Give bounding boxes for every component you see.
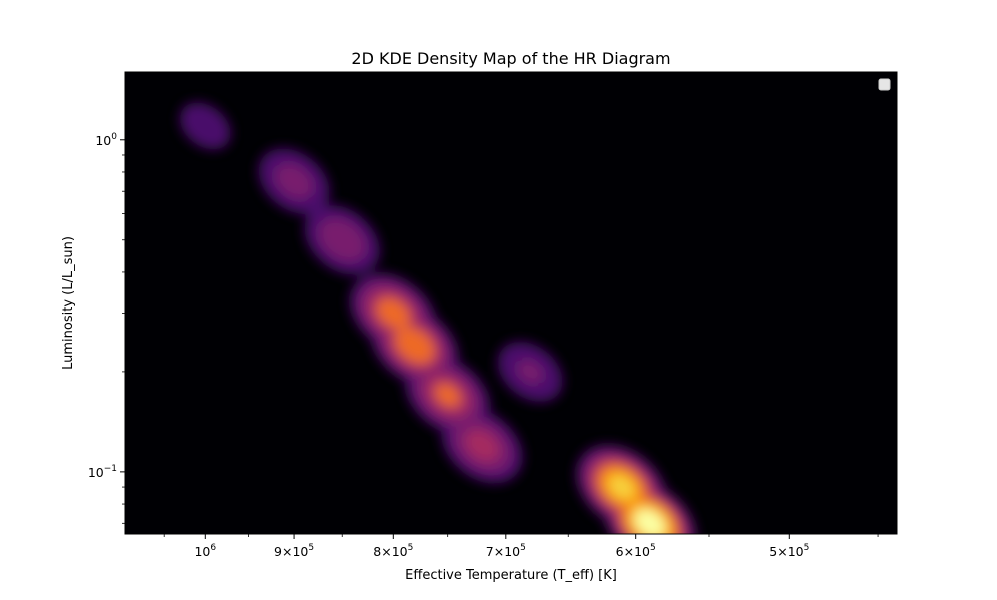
x-tick-label: 8×105: [373, 543, 413, 559]
density-contour: [318, 218, 366, 262]
y-tick-label: 100: [95, 132, 117, 148]
plot-frame: [124, 71, 898, 535]
x-tick-label: 106: [194, 543, 216, 559]
y-tick-label: 10−1: [88, 464, 117, 480]
density-layer: [180, 102, 696, 534]
density-contour: [376, 297, 411, 330]
y-axis-label: Luminosity (L/L_sun): [61, 236, 76, 370]
x-axis-label: Effective Temperature (T_eff) [K]: [405, 568, 617, 583]
density-contour: [609, 475, 635, 499]
y-axis: 100 10−1: [88, 132, 125, 524]
x-tick-label: 7×105: [486, 543, 526, 559]
x-axis: 106 9×105 8×105 7×105 6×105 5×105: [163, 534, 879, 559]
x-tick-label: 9×105: [274, 543, 314, 559]
density-contour: [394, 327, 435, 364]
legend[interactable]: [878, 78, 891, 91]
density-contour: [465, 430, 499, 462]
density-contour: [635, 509, 665, 534]
x-tick-label: 6×105: [616, 543, 656, 559]
chart-title: 2D KDE Density Map of the HR Diagram: [351, 49, 670, 68]
density-contour: [180, 102, 231, 150]
legend-box: [878, 78, 891, 91]
density-contour: [517, 360, 543, 384]
density-contour: [275, 163, 314, 199]
density-contour: [435, 383, 461, 407]
x-tick-label: 5×105: [769, 543, 809, 559]
